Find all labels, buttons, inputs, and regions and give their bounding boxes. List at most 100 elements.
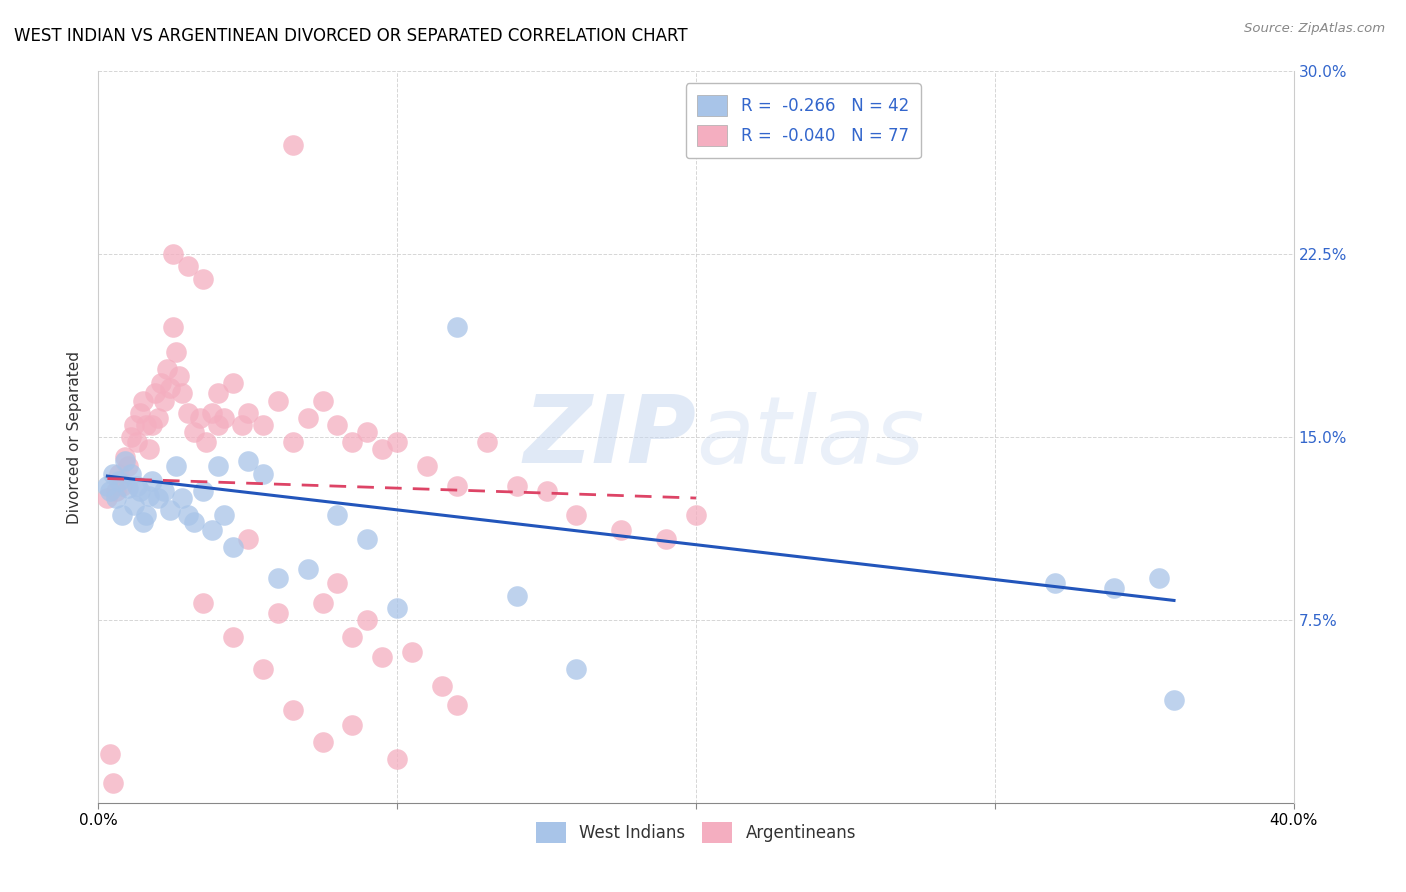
Point: [124, 499, 146, 513]
Point: [506, 479, 529, 493]
Point: [385, 752, 409, 766]
Point: [120, 430, 142, 444]
Point: [565, 508, 588, 522]
Point: [120, 467, 142, 481]
Point: [506, 589, 529, 603]
Point: [385, 600, 409, 615]
Point: [177, 406, 200, 420]
Point: [222, 540, 245, 554]
Point: [446, 479, 468, 493]
Point: [159, 381, 181, 395]
Point: [188, 410, 211, 425]
Point: [342, 434, 364, 449]
Point: [1147, 572, 1170, 586]
Point: [108, 474, 131, 488]
Point: [430, 679, 453, 693]
Point: [141, 417, 163, 432]
Point: [114, 450, 136, 464]
Text: ZIP: ZIP: [523, 391, 696, 483]
Point: [356, 425, 378, 440]
Point: [132, 393, 155, 408]
Point: [195, 434, 218, 449]
Point: [385, 434, 409, 449]
Point: [342, 718, 364, 732]
Point: [356, 533, 378, 547]
Point: [231, 417, 253, 432]
Point: [252, 467, 274, 481]
Point: [207, 417, 229, 432]
Point: [141, 474, 163, 488]
Point: [236, 533, 259, 547]
Text: Source: ZipAtlas.com: Source: ZipAtlas.com: [1244, 22, 1385, 36]
Point: [281, 703, 304, 717]
Point: [124, 417, 146, 432]
Point: [267, 572, 290, 586]
Point: [138, 489, 160, 503]
Point: [132, 516, 155, 530]
Point: [281, 434, 304, 449]
Point: [222, 630, 245, 644]
Point: [356, 613, 378, 627]
Point: [153, 393, 176, 408]
Point: [162, 320, 184, 334]
Point: [236, 406, 259, 420]
Point: [281, 137, 304, 152]
Point: [201, 523, 224, 537]
Point: [127, 479, 149, 493]
Point: [114, 454, 136, 468]
Text: atlas: atlas: [696, 392, 924, 483]
Point: [108, 467, 131, 481]
Point: [117, 481, 139, 495]
Point: [165, 344, 187, 359]
Point: [212, 508, 235, 522]
Point: [135, 417, 157, 432]
Point: [311, 735, 333, 749]
Point: [252, 662, 274, 676]
Point: [165, 459, 187, 474]
Point: [98, 483, 122, 498]
Point: [297, 410, 319, 425]
Point: [162, 247, 184, 261]
Point: [111, 479, 134, 493]
Point: [207, 459, 229, 474]
Point: [475, 434, 498, 449]
Y-axis label: Divorced or Separated: Divorced or Separated: [67, 351, 83, 524]
Point: [183, 425, 205, 440]
Point: [685, 508, 707, 522]
Point: [191, 596, 214, 610]
Point: [655, 533, 678, 547]
Point: [212, 410, 235, 425]
Point: [159, 503, 181, 517]
Point: [129, 406, 152, 420]
Point: [153, 483, 176, 498]
Point: [191, 483, 214, 498]
Point: [183, 516, 205, 530]
Point: [167, 369, 190, 384]
Point: [105, 491, 128, 505]
Point: [401, 645, 423, 659]
Point: [103, 467, 125, 481]
Point: [129, 483, 152, 498]
Point: [222, 376, 245, 391]
Point: [103, 776, 125, 790]
Text: WEST INDIAN VS ARGENTINEAN DIVORCED OR SEPARATED CORRELATION CHART: WEST INDIAN VS ARGENTINEAN DIVORCED OR S…: [14, 27, 688, 45]
Point: [96, 491, 118, 505]
Legend: West Indians, Argentineans: West Indians, Argentineans: [529, 815, 863, 849]
Point: [446, 698, 468, 713]
Point: [371, 442, 394, 457]
Point: [96, 479, 118, 493]
Point: [150, 376, 173, 391]
Point: [172, 386, 194, 401]
Point: [177, 260, 200, 274]
Point: [267, 393, 290, 408]
Point: [297, 562, 319, 576]
Point: [565, 662, 588, 676]
Point: [416, 459, 439, 474]
Point: [177, 508, 200, 522]
Point: [191, 271, 214, 285]
Point: [1163, 693, 1185, 707]
Point: [111, 508, 134, 522]
Point: [98, 747, 122, 761]
Point: [207, 386, 229, 401]
Point: [156, 361, 179, 376]
